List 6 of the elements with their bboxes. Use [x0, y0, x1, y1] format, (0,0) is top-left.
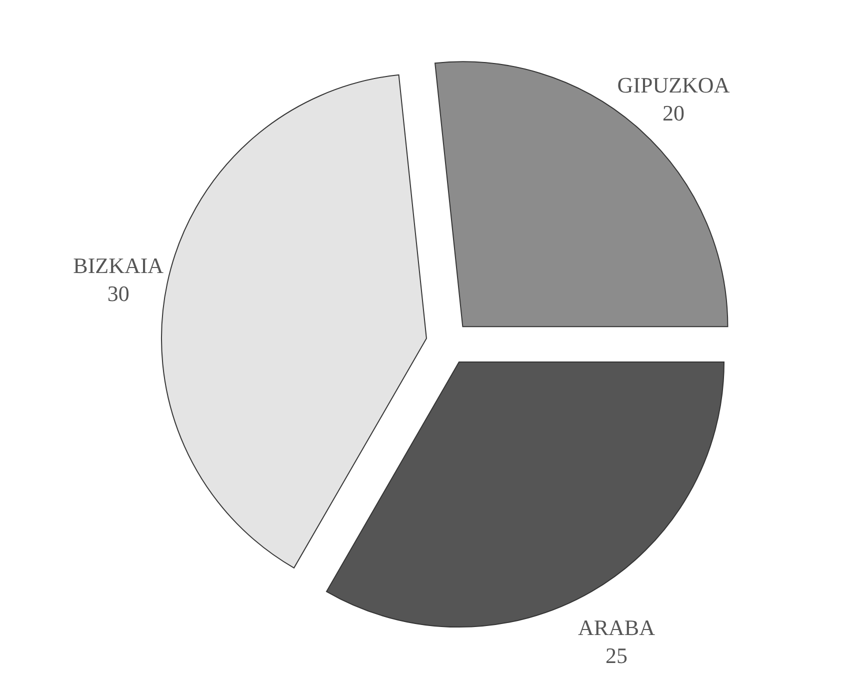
slice-label: GIPUZKOA — [617, 72, 730, 98]
slice-label: ARABA — [578, 614, 656, 640]
slice-label: BIZKAIA — [73, 252, 164, 278]
data-label: 25 — [606, 642, 628, 668]
data-label: 30 — [107, 280, 130, 306]
data-label: 20 — [662, 100, 684, 126]
